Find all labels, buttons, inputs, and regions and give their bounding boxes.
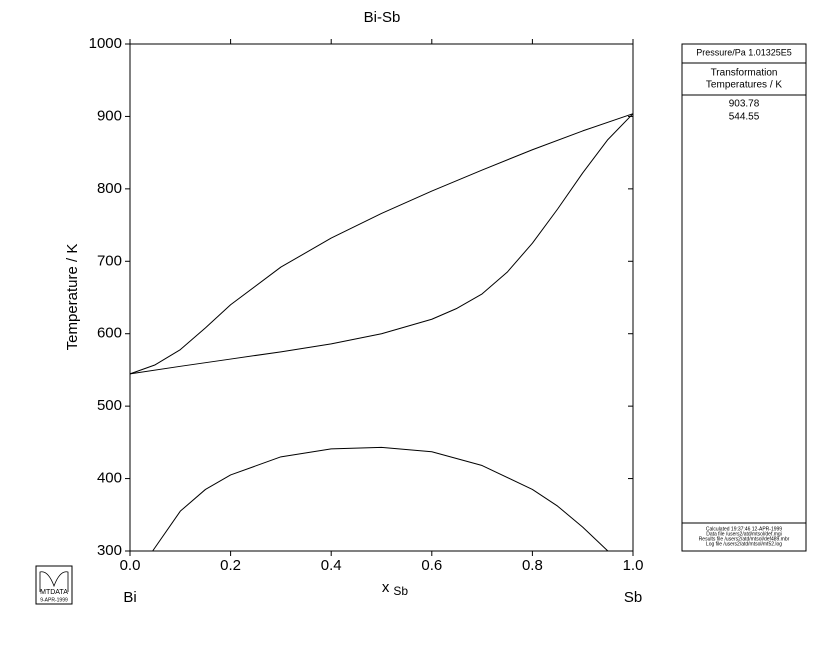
logo-date: 9-APR-1999 [40, 597, 68, 603]
x-tick-label: 0.2 [220, 557, 241, 574]
logo-frame [35, 565, 73, 605]
x-tick-label: 0.0 [120, 557, 141, 574]
footer-line: Calculated 19:37:46 12-APR-1999 [706, 526, 782, 532]
logo: MTDATA 9-APR-1999 [35, 565, 73, 605]
y-axis-label: Temperature / K [64, 244, 81, 351]
phase-boundary [152, 446, 609, 552]
plot-frame [129, 43, 634, 552]
component-label: Bi [123, 589, 136, 606]
x-tick-label: 0.4 [321, 557, 342, 574]
footer-line: Log file /users2/atd/mtsol/mt52.log [706, 541, 782, 547]
footer-line: Data file /users2/atd/mtsol/def.mgi [706, 531, 782, 537]
phase-boundary [129, 113, 634, 375]
y-tick-label: 1000 [89, 35, 122, 52]
x-axis-label: x Sb [382, 579, 409, 598]
side-panel: Pressure/Pa 1.01325E5 Transformation Tem… [681, 43, 807, 552]
pressure: Pressure/Pa 1.01325E5 [696, 47, 792, 57]
y-tick-label: 900 [97, 107, 122, 124]
component-label: Sb [624, 589, 642, 606]
y-tick-label: 700 [97, 252, 122, 269]
footer-line: Results file /users2/atd/mtsol/def489.mb… [699, 536, 790, 542]
logo-name: MTDATA [40, 589, 68, 596]
temperature: 544.55 [729, 112, 760, 123]
y-tick-label: 400 [97, 470, 122, 487]
chart-title: Bi-Sb [364, 9, 401, 26]
x-tick-label: 0.6 [421, 557, 442, 574]
y-tick-label: 600 [97, 325, 122, 342]
x-tick-label: 0.8 [522, 557, 543, 574]
y-tick-label: 300 [97, 542, 122, 559]
phase-boundary [129, 113, 634, 375]
panel-heading: Temperatures / K [706, 80, 782, 91]
panel-frame [681, 43, 807, 552]
x-tick-label: 1.0 [623, 557, 644, 574]
panel-heading: Transformation [711, 68, 778, 79]
temperature: 903.78 [729, 99, 760, 110]
logo-icon [39, 571, 69, 592]
x-label-subscript: Sb [393, 584, 408, 598]
y-tick-label: 500 [97, 397, 122, 414]
x-label-main: x [382, 579, 390, 596]
y-tick-label: 800 [97, 180, 122, 197]
